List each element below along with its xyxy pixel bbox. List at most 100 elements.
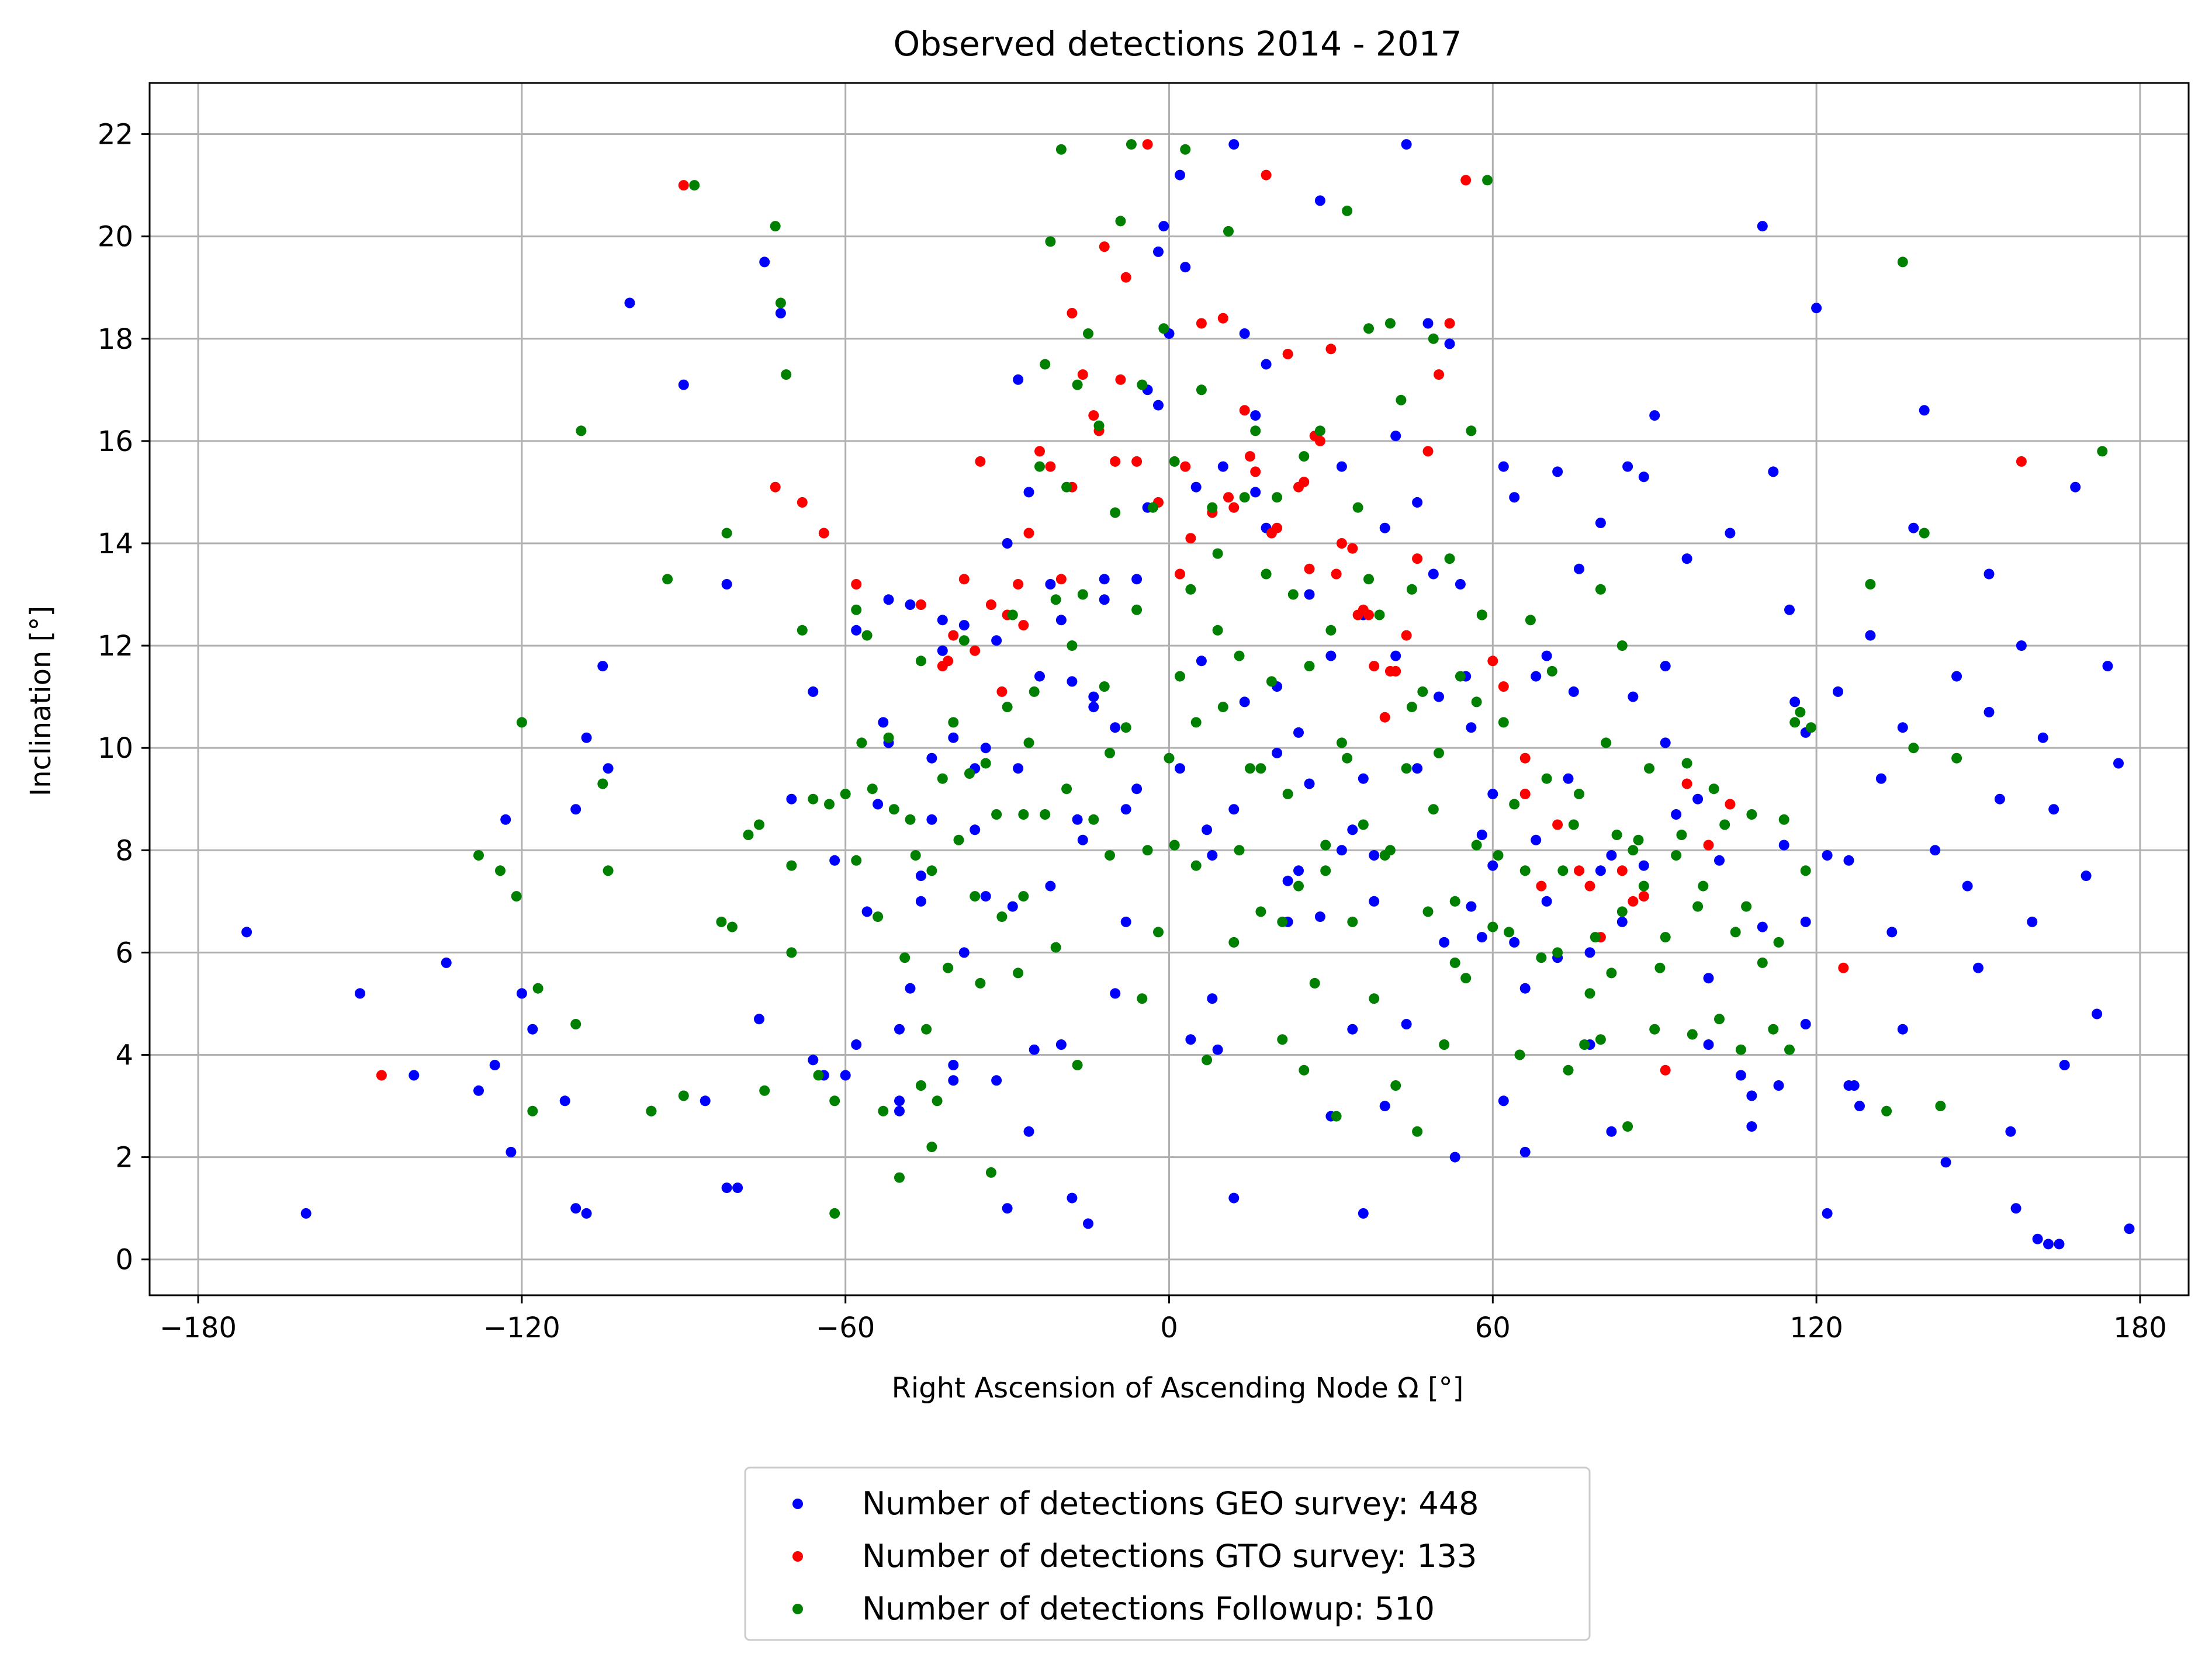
data-point (1314, 911, 1325, 923)
data-point (646, 1105, 657, 1116)
data-point (1546, 665, 1557, 677)
data-point (1703, 1039, 1714, 1050)
data-point (1660, 932, 1671, 943)
data-point (1293, 727, 1304, 738)
data-point (1190, 860, 1202, 871)
data-point (1449, 896, 1460, 907)
data-point (1514, 1049, 1525, 1060)
data-point (1606, 967, 1617, 979)
data-point (1487, 656, 1498, 667)
data-point (1434, 691, 1444, 702)
data-point (1401, 139, 1412, 150)
data-point (894, 1172, 905, 1183)
data-point (1325, 625, 1337, 636)
data-point (1115, 216, 1126, 227)
data-point (1951, 752, 1962, 764)
data-point (1137, 993, 1148, 1004)
data-point (1358, 1208, 1369, 1219)
data-point (1169, 840, 1180, 851)
data-point (856, 737, 867, 748)
data-point (1077, 834, 1088, 845)
data-point (1476, 932, 1487, 943)
data-point (1865, 630, 1876, 641)
data-point (1099, 594, 1110, 605)
data-point (797, 497, 808, 508)
data-point (1725, 799, 1736, 810)
data-point (489, 1060, 500, 1070)
y-tick-label: 22 (98, 119, 133, 151)
data-point (2097, 446, 2108, 457)
data-point (1077, 369, 1088, 380)
data-point (1126, 139, 1137, 150)
data-point (1692, 901, 1704, 912)
data-point (1698, 880, 1709, 892)
data-point (355, 988, 365, 999)
data-point (1628, 896, 1639, 907)
data-point (1466, 425, 1477, 436)
data-point (1509, 492, 1520, 503)
data-point (2037, 732, 2048, 743)
data-point (861, 630, 873, 641)
data-point (948, 630, 959, 641)
data-point (1045, 880, 1056, 892)
data-points (241, 139, 2135, 1250)
data-point (1175, 671, 1185, 682)
data-point (559, 1095, 570, 1107)
data-point (1622, 1121, 1633, 1132)
data-point (926, 1142, 937, 1153)
data-point (1099, 574, 1110, 585)
x-tick-label: 120 (1789, 1312, 1843, 1344)
data-point (1649, 410, 1660, 421)
data-point (1120, 722, 1131, 733)
data-point (1487, 921, 1498, 932)
data-point (840, 789, 851, 799)
data-point (678, 379, 689, 390)
data-point (1622, 461, 1633, 472)
data-point (1498, 717, 1509, 728)
data-point (1299, 476, 1310, 487)
data-point (1671, 809, 1682, 820)
data-point (1897, 256, 1908, 268)
data-point (1266, 528, 1277, 539)
data-point (1493, 850, 1504, 861)
data-point (1498, 461, 1509, 472)
data-point (624, 297, 635, 308)
data-point (1131, 456, 1143, 467)
data-point (1309, 977, 1320, 989)
data-point (1336, 461, 1347, 472)
data-point (926, 814, 937, 825)
data-point (991, 635, 1002, 646)
data-point (926, 752, 937, 764)
data-point (300, 1208, 311, 1219)
data-point (829, 1095, 840, 1107)
data-point (1105, 747, 1115, 758)
data-point (1196, 656, 1207, 667)
data-point (1795, 706, 1806, 717)
data-point (1336, 538, 1347, 549)
data-point (1099, 681, 1110, 692)
data-point (1384, 665, 1396, 677)
data-point (1401, 763, 1412, 774)
data-point (1320, 840, 1331, 851)
data-point (873, 799, 884, 810)
x-tick-label: 0 (1160, 1312, 1178, 1344)
data-point (1735, 1070, 1746, 1081)
data-point (915, 896, 926, 907)
data-point (1358, 819, 1369, 830)
data-point (603, 763, 614, 774)
data-point (1342, 752, 1353, 764)
data-point (1304, 589, 1315, 600)
data-point (2010, 1203, 2021, 1214)
data-point (1406, 702, 1417, 713)
data-point (759, 1085, 770, 1096)
data-point (721, 1182, 732, 1194)
data-point (1299, 1064, 1310, 1076)
y-axis-label: Inclination [°] (25, 606, 57, 796)
data-point (1390, 1080, 1401, 1091)
data-point (980, 758, 991, 769)
data-point (1277, 916, 1288, 927)
data-point (1185, 533, 1196, 544)
data-point (937, 773, 948, 784)
data-point (1050, 594, 1061, 605)
data-point (1897, 722, 1908, 733)
